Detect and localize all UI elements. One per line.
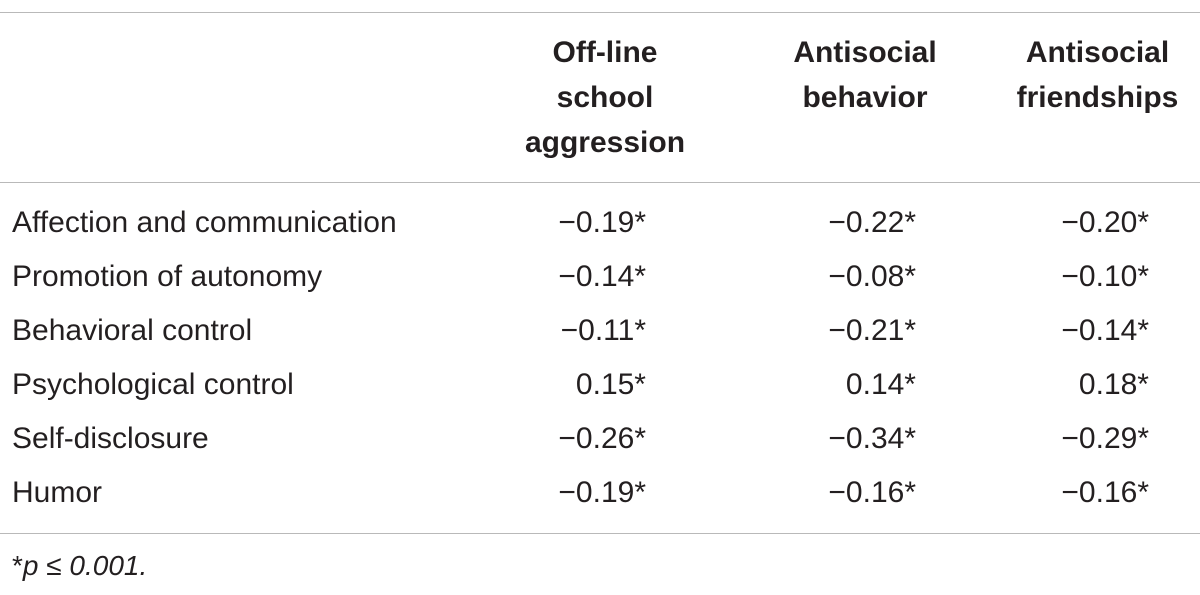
table-row: Promotion of autonomy −0.14* −0.08* −0.1… — [0, 250, 1200, 304]
table-footnote: *p ≤ 0.001. — [12, 546, 147, 586]
table-cell: −0.10* — [1061, 260, 1149, 293]
row-label: Behavioral control — [12, 314, 253, 347]
footnote-condition: p ≤ 0.001. — [22, 550, 148, 581]
column-header-antisocial-behavior: Antisocial behavior — [793, 36, 937, 114]
table-row: Psychological control 0.15* 0.14* 0.18* — [0, 358, 1200, 412]
row-label: Humor — [12, 476, 103, 509]
table-cell: −0.21* — [828, 314, 916, 347]
footnote-marker: * — [12, 550, 23, 581]
table-row: Humor −0.19* −0.16* −0.16* — [0, 466, 1200, 520]
table-cell: −0.11* — [560, 314, 646, 347]
table-cell: −0.29* — [1061, 422, 1149, 455]
table-cell: 0.18* — [1078, 368, 1149, 401]
column-header-antisocial-friendships: Antisocial friendships — [1016, 36, 1179, 114]
table-cell: 0.14* — [845, 368, 916, 401]
table-cell: −0.19* — [558, 206, 646, 239]
table-cell: −0.14* — [558, 260, 646, 293]
table-cell: −0.20* — [1061, 206, 1149, 239]
table-header-rule — [0, 182, 1200, 183]
table-cell: −0.16* — [828, 476, 916, 509]
table-cell: −0.26* — [558, 422, 646, 455]
row-label: Self-disclosure — [12, 422, 209, 455]
table-cell: 0.15* — [575, 368, 646, 401]
table-cell: −0.19* — [558, 476, 646, 509]
table-row: Self-disclosure −0.26* −0.34* −0.29* — [0, 412, 1200, 466]
table-cell: −0.08* — [828, 260, 916, 293]
row-label: Affection and communication — [12, 206, 397, 239]
table-cell: −0.22* — [828, 206, 916, 239]
table-cell: −0.14* — [1061, 314, 1149, 347]
row-label: Psychological control — [12, 368, 294, 401]
table-cell: −0.34* — [828, 422, 916, 455]
table-cell: −0.16* — [1061, 476, 1149, 509]
table-row: Behavioral control −0.11* −0.21* −0.14* — [0, 304, 1200, 358]
table-top-rule — [0, 12, 1200, 13]
table-bottom-rule — [0, 533, 1200, 534]
column-header-offline-school-aggression: Off-line school aggression — [524, 36, 686, 159]
row-label: Promotion of autonomy — [12, 260, 323, 293]
table-row: Affection and communication −0.19* −0.22… — [0, 196, 1200, 250]
